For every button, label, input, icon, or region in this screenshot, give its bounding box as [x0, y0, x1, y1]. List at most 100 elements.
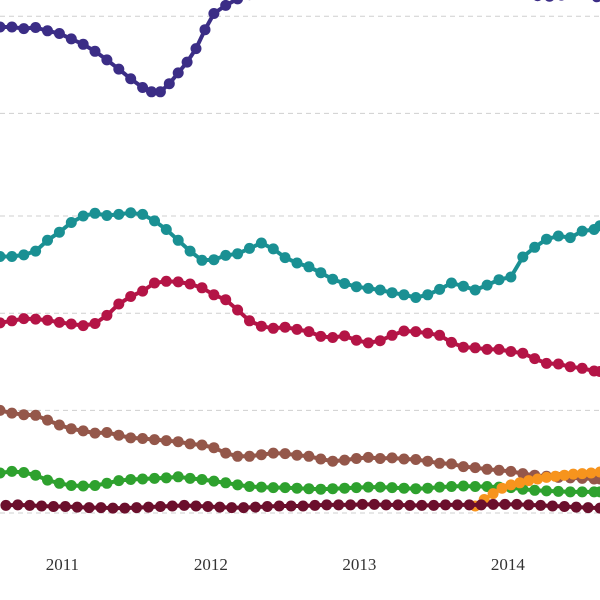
series-3-point-31: [362, 451, 374, 463]
series-4-point-7: [77, 480, 89, 492]
series-6-point-32: [380, 499, 392, 511]
series-2-point-43: [505, 346, 517, 357]
series-6-point-12: [143, 501, 154, 513]
series-1-point-40: [469, 284, 481, 296]
series-4-point-35: [410, 483, 422, 495]
series-6-point-1: [12, 499, 24, 511]
series-6-point-41: [487, 498, 499, 510]
series-3-point-4: [42, 414, 53, 426]
series-3-point-12: [137, 433, 149, 444]
series-2-point-23: [267, 322, 279, 334]
series-3-point-24: [279, 448, 291, 460]
series-3-point-10: [113, 429, 125, 441]
series-1-point-8: [89, 207, 101, 219]
series-3: [0, 404, 600, 485]
series-6-point-13: [154, 501, 166, 512]
series-1-point-35: [410, 292, 422, 303]
series-2-point-10: [113, 298, 125, 310]
series-6-point-22: [261, 501, 273, 512]
series-2-point-24: [279, 321, 291, 333]
series-3-point-30: [350, 453, 362, 464]
series-0-point-15: [163, 78, 175, 90]
series-6-point-50: [594, 502, 600, 514]
series-1-point-49: [576, 225, 588, 237]
series-0-point-3: [30, 22, 42, 33]
series-4-point-36: [422, 482, 434, 494]
series-1-point-33: [386, 287, 398, 299]
series-6-point-7: [83, 502, 95, 514]
series-3-line: [0, 408, 600, 481]
series-3-point-19: [220, 447, 232, 459]
series-4-point-9: [101, 477, 113, 489]
series-3-point-1: [6, 407, 18, 419]
series-6-point-29: [345, 499, 356, 511]
series-3-point-39: [457, 461, 469, 473]
series-1-point-48: [564, 232, 576, 244]
series-1-point-16: [184, 245, 196, 257]
series-2-point-45: [529, 353, 541, 365]
series-1-point-11: [125, 207, 137, 219]
series-4-point-8: [89, 480, 101, 491]
series-4-point-25: [291, 482, 303, 494]
series-2-point-40: [469, 342, 481, 354]
series-3-point-25: [291, 449, 303, 461]
series-2-point-21: [244, 315, 255, 327]
series-2-point-7: [77, 320, 89, 332]
series-6: [0, 498, 600, 514]
series-6-point-26: [309, 499, 321, 511]
series-5-point-9: [549, 470, 561, 482]
series-1-point-46: [541, 233, 552, 245]
series-5: [469, 466, 600, 512]
series-1-point-9: [101, 210, 113, 221]
series-4-point-30: [350, 482, 362, 494]
series-2-point-3: [30, 313, 42, 325]
series-2-point-20: [232, 304, 244, 316]
series-1-point-2: [18, 249, 30, 261]
series-1-point-38: [446, 277, 457, 289]
series-6-point-3: [36, 500, 48, 512]
series-1-point-5: [53, 226, 65, 238]
series-2-point-12: [137, 285, 149, 297]
series-1-point-41: [481, 279, 493, 291]
series-2-point-25: [291, 323, 303, 335]
series-1-point-7: [77, 210, 89, 222]
series-4-point-21: [244, 481, 255, 492]
series-1-point-23: [267, 243, 279, 255]
series-6-point-15: [178, 499, 190, 511]
series-4-point-20: [232, 479, 244, 491]
series-5-point-2: [487, 488, 499, 500]
series-3-point-2: [18, 409, 30, 421]
series-0-point-14: [154, 86, 166, 98]
series-3-point-6: [65, 423, 77, 435]
series-0-point-21: [220, 0, 232, 11]
series-2-point-38: [446, 336, 457, 348]
series-0-point-7: [77, 38, 89, 50]
series-0-point-16: [172, 67, 184, 79]
series-2-point-17: [196, 282, 208, 294]
series-6-point-0: [0, 499, 12, 511]
series-2-point-0: [0, 317, 6, 329]
series-4-point-19: [220, 477, 232, 489]
series-2-point-44: [517, 347, 529, 359]
series-4-point-46: [541, 485, 552, 497]
series-0-point-20: [208, 8, 220, 19]
series-0-point-1: [6, 21, 18, 33]
series-5-point-4: [505, 479, 517, 491]
series-6-point-9: [107, 502, 119, 514]
series-0-point-4: [42, 25, 53, 37]
series-5-point-3: [496, 482, 508, 494]
series-1-point-4: [42, 234, 53, 246]
series-0-point-31: [534, 0, 542, 2]
series-0-point-6: [65, 33, 77, 45]
series-6-point-34: [404, 499, 416, 511]
series-3-point-29: [339, 454, 351, 466]
series-6-point-33: [392, 499, 404, 511]
series-3-point-18: [208, 442, 220, 454]
series-4-point-16: [184, 472, 196, 484]
series-2-point-28: [327, 332, 339, 343]
series-4-point-0: [0, 467, 6, 479]
series-4-point-11: [125, 474, 137, 485]
series-3-point-16: [184, 438, 196, 450]
series-4-point-24: [279, 482, 291, 494]
